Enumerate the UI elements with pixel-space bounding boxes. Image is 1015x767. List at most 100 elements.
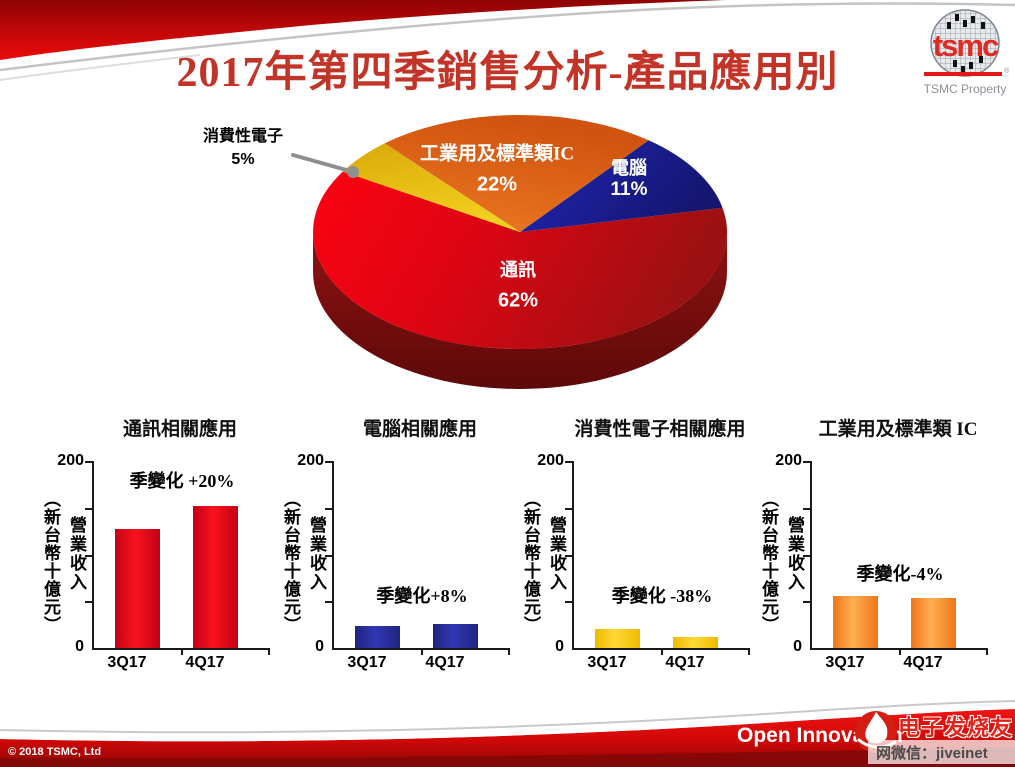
y-tick bbox=[803, 555, 812, 557]
pie-slice-industrial bbox=[384, 114, 649, 232]
plot-area: 季變化 +20% bbox=[85, 461, 270, 655]
x-category-label: 3Q17 bbox=[825, 654, 865, 671]
footer-swoosh bbox=[0, 700, 1015, 767]
qoq-annotation: 季變化-4% bbox=[856, 564, 944, 584]
chart-title: 工業用及標準類 IC bbox=[818, 419, 978, 440]
x-tick bbox=[661, 650, 663, 655]
y-axis-max-label: 200 bbox=[537, 452, 564, 469]
x-tick bbox=[421, 650, 423, 655]
top-swoosh-decoration bbox=[0, 0, 1015, 81]
pie-label-consumer-name: 消費性電子 bbox=[202, 128, 284, 145]
watermark-wechat: 网微信：jiveinet bbox=[876, 745, 988, 762]
pie-slice-consumer bbox=[342, 143, 520, 232]
x-tick bbox=[181, 650, 183, 655]
pie-label-consumer: 消費性電子 5% bbox=[203, 125, 283, 171]
y-tick bbox=[85, 461, 94, 463]
plot-area: 季變化+8% bbox=[325, 461, 510, 655]
x-tick bbox=[268, 650, 270, 655]
qoq-annotation: 季變化 -38% bbox=[611, 586, 713, 606]
bar-chart-communication: 通訊相關應用 200 0 （新台幣十億元） 營業收入 季變化 +20% 3Q17 4Q17 bbox=[30, 410, 270, 700]
pie-pct-consumer: 5% bbox=[231, 151, 255, 168]
y-axis-unit-label: （新台幣十億元） bbox=[41, 490, 60, 634]
y-axis-zero-label: 0 bbox=[75, 638, 84, 655]
tsmc-brand-text: tsmc bbox=[932, 28, 999, 63]
plot-area: 季變化-4% bbox=[803, 461, 988, 655]
chart-title: 消費性電子相關應用 bbox=[574, 419, 746, 440]
watermark-site-name: 电子发烧友 bbox=[898, 715, 1014, 740]
qoq-annotation: 季變化 +20% bbox=[129, 471, 235, 491]
pie-chart bbox=[291, 114, 728, 389]
registered-mark: ® bbox=[1004, 68, 1010, 75]
pie-pct-computer: 11% bbox=[610, 179, 648, 200]
y-tick bbox=[565, 601, 574, 603]
pie-label-computer: 電腦 bbox=[611, 158, 647, 178]
x-category-label: 4Q17 bbox=[665, 654, 705, 671]
y-tick bbox=[85, 601, 94, 603]
x-tick bbox=[899, 650, 901, 655]
callout-line bbox=[291, 153, 352, 173]
y-axis-unit-label: （新台幣十億元） bbox=[281, 490, 300, 634]
y-tick bbox=[565, 555, 574, 557]
bar-chart-consumer-electronics: 消費性電子相關應用 200 0 （新台幣十億元） 營業收入季變化 -38% 3Q17 4Q1… bbox=[510, 410, 750, 700]
pie-label-industrial: 工業用及標準類IC bbox=[419, 143, 575, 165]
bar-chart-industrial-standard-ic: 工業用及標準類 IC 200 0 （新台幣十億元） 營業收入季變化-4% 3Q17 4Q17 bbox=[748, 410, 988, 700]
bar-3q17 bbox=[355, 625, 400, 648]
bar-4q17 bbox=[433, 623, 478, 648]
y-tick bbox=[803, 461, 812, 463]
x-tick bbox=[508, 650, 510, 655]
y-tick bbox=[325, 508, 334, 510]
bar-3q17 bbox=[595, 629, 640, 648]
wafer-icon bbox=[930, 9, 1000, 77]
y-axis-name-label: 營業收入 bbox=[785, 516, 804, 592]
y-axis-max-label: 200 bbox=[57, 452, 84, 469]
x-category-label: 4Q17 bbox=[185, 654, 225, 671]
y-tick bbox=[85, 555, 94, 557]
y-axis-name-label: 營業收入 bbox=[307, 516, 326, 592]
copyright-text: © 2018 TSMC, Ltd bbox=[8, 746, 102, 758]
y-axis-max-label: 200 bbox=[297, 452, 324, 469]
pie-label-communication: 通訊 bbox=[500, 260, 536, 280]
y-tick bbox=[565, 508, 574, 510]
y-axis-name-label: 營業收入 bbox=[547, 516, 566, 592]
bar-3q17 bbox=[833, 595, 878, 648]
chart-title: 通訊相關應用 bbox=[122, 419, 237, 440]
callout-dot bbox=[347, 166, 359, 178]
x-category-label: 3Q17 bbox=[107, 654, 147, 671]
y-axis-zero-label: 0 bbox=[793, 638, 802, 655]
watermark-bar bbox=[868, 740, 1015, 764]
y-tick bbox=[325, 461, 334, 463]
slide-title: 2017年第四季銷售分析-產品應用別 bbox=[176, 50, 839, 96]
logo-underline bbox=[924, 72, 1002, 76]
tsmc-logo: tsmc ® TSMC Property bbox=[918, 6, 1012, 98]
pie-slice-communication bbox=[313, 171, 728, 350]
watermark: 电子发烧友 网微信：jiveinet bbox=[854, 706, 1015, 767]
y-tick bbox=[803, 508, 812, 510]
pie-pct-communication: 62% bbox=[497, 289, 539, 312]
logo-caption: TSMC Property bbox=[923, 82, 1007, 96]
y-tick bbox=[85, 508, 94, 510]
qoq-annotation: 季變化+8% bbox=[376, 586, 468, 606]
x-tick bbox=[748, 650, 750, 655]
y-axis-zero-label: 0 bbox=[555, 638, 564, 655]
pie-pct-industrial: 22% bbox=[476, 173, 518, 196]
y-tick bbox=[565, 461, 574, 463]
pie-slice-computer bbox=[520, 140, 723, 232]
y-axis-max-label: 200 bbox=[775, 452, 802, 469]
y-tick bbox=[803, 601, 812, 603]
bar-3q17 bbox=[115, 529, 160, 648]
bar-4q17 bbox=[673, 636, 718, 648]
x-category-label: 4Q17 bbox=[425, 654, 465, 671]
x-category-label: 4Q17 bbox=[903, 654, 943, 671]
x-tick bbox=[986, 650, 988, 655]
y-tick bbox=[325, 601, 334, 603]
y-axis-name-label: 營業收入 bbox=[67, 516, 86, 592]
y-tick bbox=[325, 555, 334, 557]
y-axis-zero-label: 0 bbox=[315, 638, 324, 655]
plot-area: 季變化 -38% bbox=[565, 461, 750, 655]
pie-rim bbox=[313, 232, 727, 389]
x-category-label: 3Q17 bbox=[347, 654, 387, 671]
y-axis-unit-label: （新台幣十億元） bbox=[759, 490, 778, 634]
y-axis-unit-label: （新台幣十億元） bbox=[521, 490, 540, 634]
x-category-label: 3Q17 bbox=[587, 654, 627, 671]
